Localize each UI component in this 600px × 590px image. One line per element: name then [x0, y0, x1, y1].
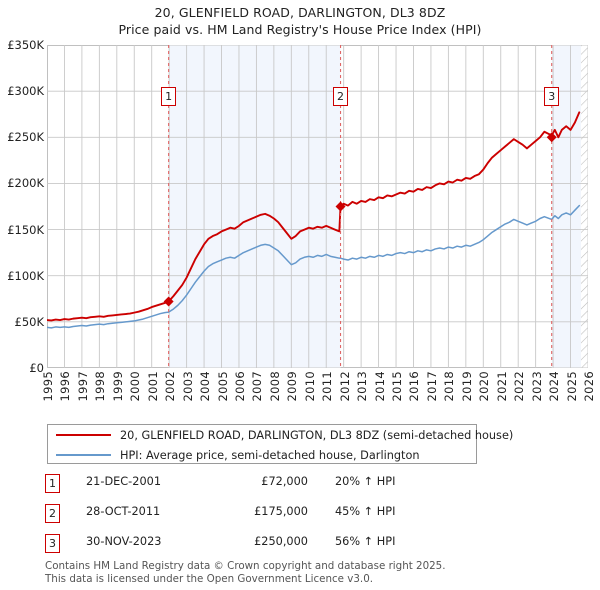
x-tick-label: 2005	[215, 371, 230, 402]
x-tick-label: 2010	[302, 371, 317, 402]
events-table: 1 21-DEC-2001 £72,000 20% ↑ HPI 2 28-OCT…	[45, 473, 495, 563]
event-price: £72,000	[261, 475, 308, 488]
x-tick-label: 1995	[41, 371, 55, 402]
legend-swatch-price	[56, 434, 111, 436]
event-marker-box-1: 1	[161, 87, 177, 106]
footer-line-2: This data is licensed under the Open Gov…	[45, 572, 374, 585]
x-tick-label: 2011	[320, 371, 335, 402]
y-tick-label: £250K	[7, 130, 44, 145]
x-tick-label: 2002	[163, 371, 178, 402]
x-tick-label: 2017	[424, 371, 439, 402]
event-number-badge: 1	[45, 474, 60, 493]
event-marker-box-3: 3	[544, 87, 560, 106]
x-tick-label: 1999	[110, 371, 125, 402]
x-tick-label: 2004	[198, 371, 213, 402]
y-tick-label: £150K	[7, 222, 44, 237]
y-tick-label: £200K	[7, 176, 44, 191]
legend-swatch-hpi	[56, 454, 111, 456]
x-tick-label: 2026	[582, 371, 596, 402]
y-tick-label: £350K	[7, 38, 44, 52]
x-tick-label: 2019	[459, 371, 474, 402]
plot-canvas	[47, 45, 588, 368]
x-tick-label: 2006	[232, 371, 247, 402]
x-tick-label: 2018	[442, 371, 457, 402]
legend-label-price: 20, GLENFIELD ROAD, DARLINGTON, DL3 8DZ …	[120, 428, 514, 442]
legend-item-hpi: HPI: Average price, semi-detached house,…	[56, 445, 420, 465]
x-tick-label: 2008	[267, 371, 282, 402]
y-axis-labels: £0 £50K £100K £150K £200K £250K £300K £350K	[0, 38, 45, 375]
x-tick-label: 2016	[407, 371, 422, 402]
y-tick-label: £50K	[14, 314, 45, 329]
x-tick-label: 2023	[529, 371, 544, 402]
chart-subtitle: Price paid vs. HM Land Registry's House …	[118, 22, 482, 37]
table-row: 3 30-NOV-2023 £250,000 56% ↑ HPI	[45, 533, 495, 563]
x-tick-label: 2003	[180, 371, 195, 402]
event-date: 30-NOV-2023	[86, 535, 162, 548]
x-tick-label: 2020	[477, 371, 492, 402]
x-tick-label: 2012	[337, 371, 352, 402]
table-row: 2 28-OCT-2011 £175,000 45% ↑ HPI	[45, 503, 495, 533]
x-tick-label: 2021	[494, 371, 509, 402]
footer-attribution: Contains HM Land Registry data © Crown c…	[45, 560, 585, 585]
x-tick-label: 1998	[93, 371, 108, 402]
x-tick-label: 2001	[145, 371, 160, 402]
page-title: 20, GLENFIELD ROAD, DARLINGTON, DL3 8DZ	[154, 5, 446, 20]
event-price: £175,000	[254, 505, 308, 518]
x-tick-label: 1997	[75, 371, 90, 402]
event-date: 21-DEC-2001	[86, 475, 162, 488]
x-tick-label: 2000	[128, 371, 143, 402]
chart-title-block: 20, GLENFIELD ROAD, DARLINGTON, DL3 8DZ …	[0, 4, 600, 38]
chart-legend: 20, GLENFIELD ROAD, DARLINGTON, DL3 8DZ …	[47, 424, 513, 465]
x-tick-label: 2014	[372, 371, 387, 402]
y-tick-label: £100K	[7, 268, 44, 283]
y-tick-label: £300K	[7, 84, 44, 99]
legend-label-hpi: HPI: Average price, semi-detached house,…	[120, 448, 420, 462]
event-hpi-delta: 56% ↑ HPI	[335, 535, 396, 548]
event-number-badge: 2	[45, 504, 60, 523]
x-tick-label: 2013	[355, 371, 370, 402]
event-hpi-delta: 45% ↑ HPI	[335, 505, 396, 518]
x-axis-labels: 1995 1996 1997 1998 1999 2000 2001 2002 2003 2004…	[41, 371, 596, 416]
x-tick-label: 1996	[58, 371, 73, 402]
x-tick-label: 2009	[285, 371, 300, 402]
x-tick-label: 2025	[564, 371, 579, 402]
y-tick-label: £0	[29, 361, 44, 375]
event-number-badge: 3	[45, 534, 60, 553]
event-hpi-delta: 20% ↑ HPI	[335, 475, 396, 488]
event-marker-box-2: 2	[333, 87, 349, 106]
x-tick-label: 2007	[250, 371, 265, 402]
table-row: 1 21-DEC-2001 £72,000 20% ↑ HPI	[45, 473, 495, 503]
event-price: £250,000	[254, 535, 308, 548]
x-tick-label: 2024	[547, 371, 562, 402]
footer-line-1: Contains HM Land Registry data © Crown c…	[45, 560, 446, 572]
event-date: 28-OCT-2011	[86, 505, 161, 518]
plot-area: 1 2 3	[47, 45, 588, 368]
legend-item-price: 20, GLENFIELD ROAD, DARLINGTON, DL3 8DZ …	[56, 425, 513, 445]
x-tick-label: 2015	[390, 371, 405, 402]
x-tick-label: 2022	[512, 371, 527, 402]
